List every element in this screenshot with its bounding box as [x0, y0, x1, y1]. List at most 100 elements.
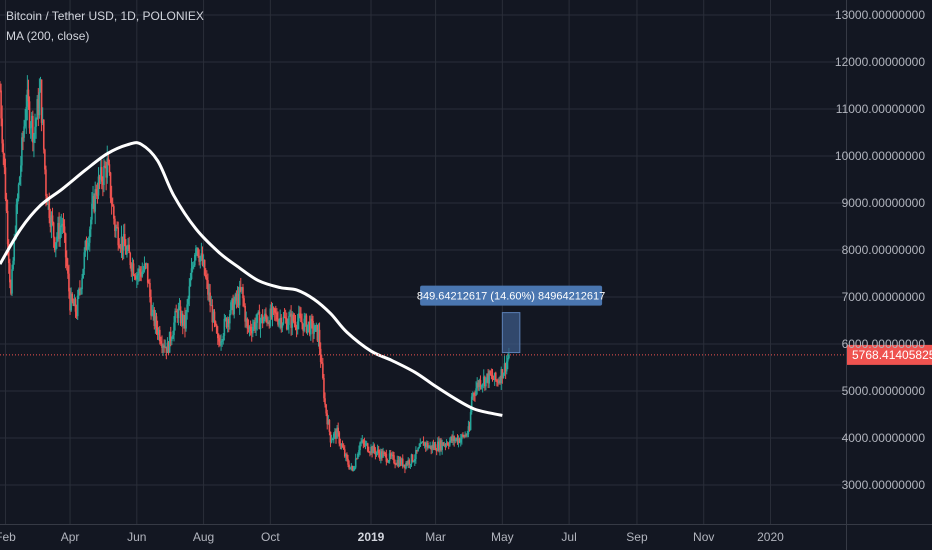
candle [38, 78, 41, 119]
candle [79, 280, 81, 296]
candle [317, 323, 320, 347]
moving-average-series [0, 141, 503, 417]
candle [9, 258, 11, 289]
candle [7, 239, 10, 274]
candle [77, 287, 80, 299]
candle [153, 307, 156, 330]
candle [202, 254, 205, 268]
candle [212, 309, 215, 323]
candle [185, 309, 187, 332]
candle [504, 362, 507, 379]
candle [299, 306, 301, 319]
candle [479, 375, 482, 390]
candle [99, 158, 102, 185]
candle [306, 324, 309, 336]
candle [6, 199, 9, 256]
candle [293, 313, 296, 328]
candle [340, 443, 343, 450]
candle [290, 305, 292, 336]
indicator-legend[interactable]: MA (200, close) [6, 29, 90, 43]
candle [469, 408, 472, 431]
candle [276, 308, 278, 322]
candle [318, 322, 321, 356]
candle [22, 130, 24, 151]
price-axis[interactable]: 3000.00000000 4000.00000000 5000.00000000 6… [835, 8, 925, 492]
candle [188, 277, 191, 307]
price-tick-label: 12000.00000000 [835, 55, 925, 69]
candle [259, 317, 262, 338]
candle [349, 467, 352, 470]
candle [98, 174, 101, 190]
candle [177, 302, 180, 326]
candle [139, 266, 141, 281]
candle [434, 441, 437, 451]
candle [415, 446, 417, 464]
candle [461, 433, 463, 445]
measure-box[interactable] [501, 312, 521, 354]
candle [442, 442, 445, 447]
candle [503, 355, 506, 376]
candle [287, 318, 289, 331]
candle [269, 304, 272, 328]
candle [423, 441, 426, 449]
candle [464, 431, 466, 438]
candle [350, 463, 353, 471]
candle [230, 300, 232, 316]
candle [222, 333, 225, 345]
candle [368, 446, 370, 453]
candle [490, 368, 493, 380]
candle [369, 451, 371, 457]
candle [219, 335, 221, 347]
candle [282, 311, 285, 326]
last-price-line: 5768.41405825 [0, 344, 932, 365]
candle [450, 436, 452, 443]
symbol-title[interactable]: Bitcoin / Tether USD, 1D, POLONIEX [6, 9, 204, 23]
candle [304, 313, 307, 327]
time-tick-label: Aug [193, 530, 214, 544]
price-tick-label: 10000.00000000 [835, 149, 925, 163]
candle [141, 262, 144, 278]
candle [391, 452, 393, 459]
candle [420, 441, 423, 444]
candle [421, 441, 424, 443]
candle [213, 309, 216, 328]
candle [248, 325, 251, 337]
candle [258, 304, 261, 330]
candle [387, 459, 390, 464]
candle [83, 247, 86, 276]
candle [60, 213, 63, 238]
candle [165, 346, 168, 360]
price-range-measure[interactable]: 849.64212617 (14.60%) 84964212617 [417, 285, 605, 354]
candle [383, 450, 385, 457]
candle [366, 442, 369, 453]
time-tick-label: 2019 [358, 530, 385, 544]
time-axis[interactable]: Feb Apr Jun Aug Oct 2019 Mar May Jul Sep Nov 2020 [0, 530, 784, 544]
candle [187, 295, 190, 313]
candle [429, 441, 431, 450]
candle [500, 366, 503, 390]
candle [497, 378, 499, 387]
candle [427, 440, 429, 450]
candle [246, 317, 249, 335]
candle [324, 392, 326, 408]
candle [140, 266, 142, 282]
candle [204, 268, 207, 280]
candle [111, 197, 114, 207]
candle [1, 105, 3, 153]
price-tick-label: 6000.00000000 [842, 337, 926, 351]
candle [144, 262, 147, 270]
candle [399, 456, 402, 467]
candle [85, 236, 88, 251]
candle [439, 438, 441, 456]
candle [28, 96, 31, 134]
candle [90, 216, 92, 237]
candle [271, 302, 274, 327]
candle [234, 292, 237, 305]
candle [245, 311, 248, 329]
price-tick-label: 7000.00000000 [842, 290, 926, 304]
candle [216, 326, 219, 345]
candle [152, 302, 155, 321]
candlestick-series [0, 75, 510, 474]
